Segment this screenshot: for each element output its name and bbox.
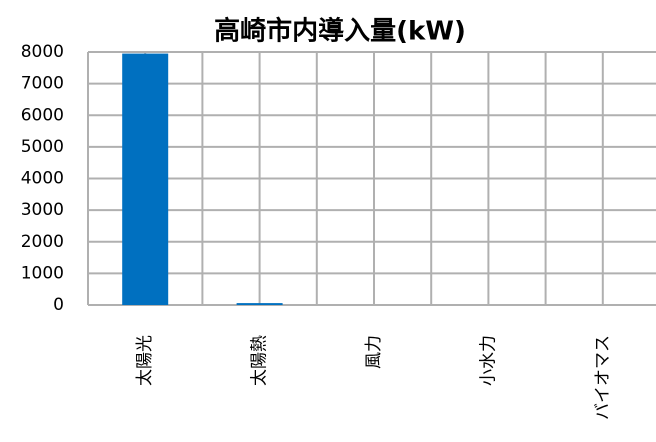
y-tick-label: 0 (53, 295, 64, 315)
y-tick-label: 2000 (21, 232, 64, 252)
y-tick-label: 4000 (21, 169, 64, 189)
bar (236, 303, 283, 305)
x-tick-label: 太陽光 (135, 335, 155, 386)
y-tick-label: 5000 (21, 137, 64, 157)
y-tick-label: 8000 (21, 42, 64, 62)
y-tick-label: 7000 (21, 74, 64, 94)
x-tick-label: 風力 (364, 335, 384, 369)
chart-title: 高崎市内導入量(kW) (214, 16, 466, 47)
x-tick-label: 小水力 (478, 335, 498, 386)
y-tick-label: 3000 (21, 200, 64, 220)
y-tick-label: 6000 (21, 105, 64, 125)
x-tick-label: 太陽熱 (250, 335, 270, 386)
x-tick-label: バイオマス (593, 335, 613, 420)
y-tick-label: 1000 (21, 263, 64, 283)
bar (122, 53, 169, 305)
